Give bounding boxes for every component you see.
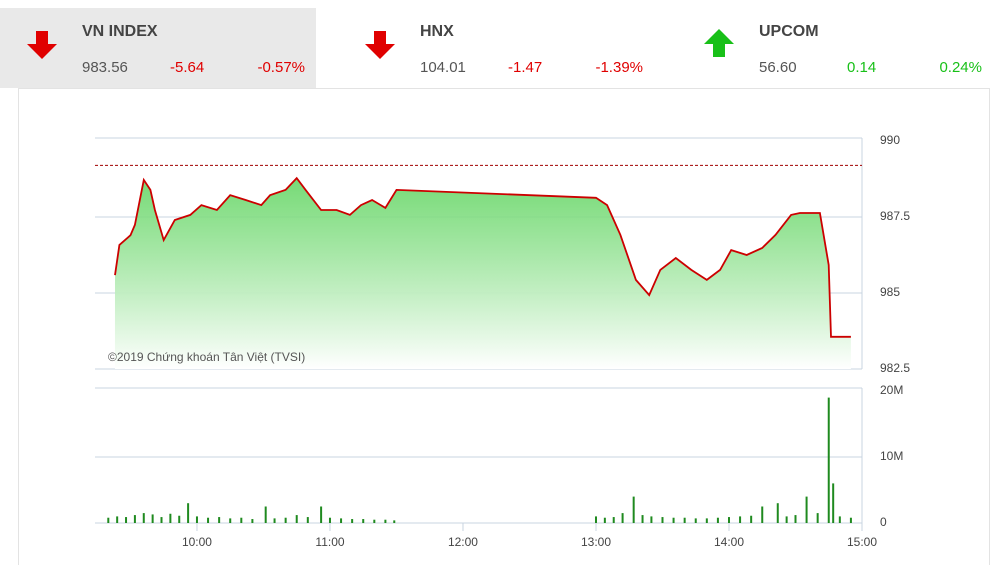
index-name: UPCOM [759, 23, 819, 40]
index-value: 56.60 [759, 59, 797, 76]
volume-bar [251, 519, 254, 523]
index-change: -5.64 [170, 59, 204, 76]
x-tick-label: 12:00 [448, 535, 478, 549]
volume-bar [306, 517, 309, 523]
volume-bar [827, 397, 830, 523]
volume-bar [776, 503, 779, 523]
volume-bar [761, 506, 764, 523]
watermark: ©2019 Chứng khoán Tân Việt (TVSI) [108, 350, 305, 364]
y-tick-label: 987.5 [880, 209, 910, 223]
y-tick-label: 20M [880, 383, 903, 397]
volume-bar [716, 517, 719, 523]
volume-bar [133, 515, 136, 523]
volume-bar [805, 496, 808, 523]
volume-bar [351, 519, 354, 523]
index-percent: -1.39% [595, 59, 643, 76]
volume-bar [750, 515, 753, 523]
chart-panel [18, 88, 990, 565]
volume-bar [621, 513, 624, 523]
direction-arrow [365, 31, 395, 59]
volume-bar [218, 517, 221, 523]
index-value: 104.01 [420, 59, 466, 76]
index-change: 0.14 [847, 59, 876, 76]
x-tick-label: 11:00 [315, 535, 344, 549]
volume-bar [393, 520, 396, 523]
y-tick-label: 990 [880, 133, 900, 147]
volume-bar [229, 518, 232, 523]
volume-bar [794, 515, 797, 523]
direction-arrow [27, 31, 57, 59]
direction-arrow [704, 29, 734, 57]
volume-bar [727, 517, 730, 523]
volume-bar [594, 516, 597, 523]
index-change: -1.47 [508, 59, 542, 76]
volume-bar [328, 517, 331, 523]
volume-bar [384, 519, 387, 523]
volume-bar [320, 506, 323, 523]
price-line [114, 176, 851, 338]
volume-bar [832, 483, 835, 523]
volume-bar [785, 516, 788, 523]
y-tick-label: 10M [880, 449, 903, 463]
volume-bar [116, 516, 119, 523]
volume-bar [632, 496, 635, 523]
y-tick-label: 0 [880, 515, 887, 529]
y-tick-label: 982.5 [880, 361, 910, 375]
volume-bar [160, 517, 163, 523]
volume-bar [849, 517, 852, 523]
volume-bar [362, 519, 365, 523]
volume-bar [838, 516, 841, 523]
volume-bar [650, 516, 653, 523]
volume-bar [284, 517, 287, 523]
volume-bar [672, 517, 675, 523]
index-value: 983.56 [82, 59, 128, 76]
index-name: HNX [420, 23, 454, 40]
volume-bar [240, 517, 243, 523]
y-tick-label: 985 [880, 285, 900, 299]
x-tick-label: 13:00 [581, 535, 611, 549]
index-percent: 0.24% [939, 59, 982, 76]
volume-bar [142, 513, 145, 523]
volume-bar [207, 517, 210, 523]
volume-bar [264, 506, 267, 523]
volume-bar [705, 518, 708, 523]
x-tick-label: 15:00 [847, 535, 877, 549]
x-tick-label: 10:00 [182, 535, 212, 549]
x-tick-label: 14:00 [714, 535, 744, 549]
volume-bar [816, 513, 819, 523]
volume-bar [612, 517, 615, 523]
volume-bar [107, 517, 110, 523]
volume-bar [641, 515, 644, 523]
volume-bar [694, 518, 697, 523]
volume-bar [739, 516, 742, 523]
volume-bar [178, 515, 181, 523]
volume-bar [603, 517, 606, 523]
volume-bar [373, 519, 376, 523]
index-name: VN INDEX [82, 23, 158, 40]
volume-bar [169, 513, 172, 523]
volume-bar [187, 503, 190, 523]
index-percent: -0.57% [257, 59, 305, 76]
volume-bar [340, 518, 343, 523]
volume-bar [683, 517, 686, 523]
volume-bar [661, 517, 664, 523]
volume-bar [125, 517, 128, 523]
volume-bar [151, 514, 154, 523]
volume-bar [273, 518, 276, 523]
volume-bar [195, 516, 198, 523]
volume-bar [295, 515, 298, 523]
area [114, 178, 851, 369]
